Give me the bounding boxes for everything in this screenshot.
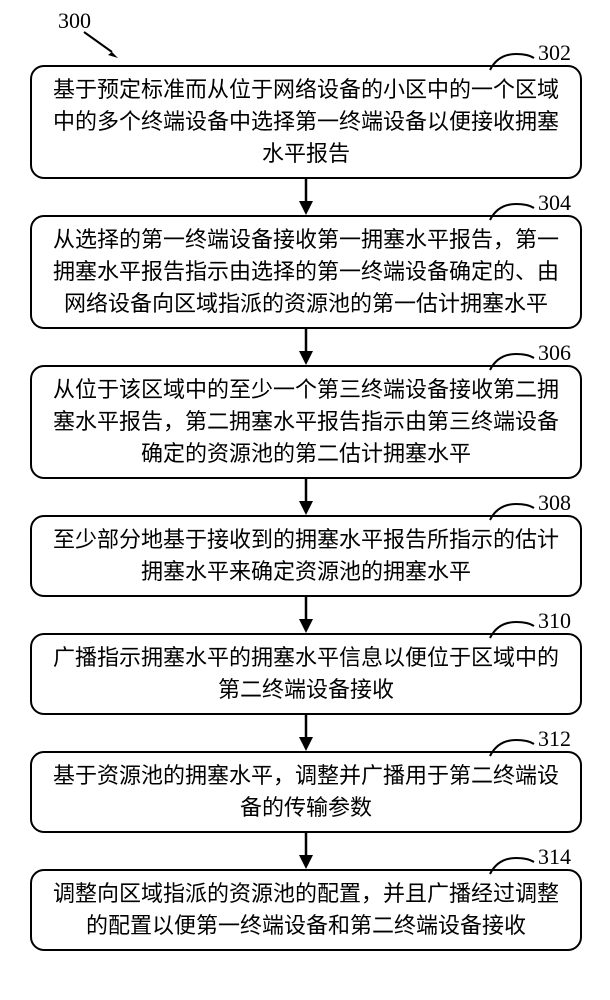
step-box-304: 从选择的第一终端设备接收第一拥塞水平报告，第一拥塞水平报告指示由选择的第一终端设… <box>30 215 582 329</box>
step-bracket-icon <box>488 854 536 876</box>
step-bracket-icon <box>488 618 536 640</box>
step-bracket-icon <box>488 736 536 758</box>
step-label-308: 308 <box>538 490 571 516</box>
step-box-310: 广播指示拥塞水平的拥塞水平信息以便位于区域中的第二终端设备接收 <box>30 633 582 715</box>
step-label-304: 304 <box>538 190 571 216</box>
step-bracket-icon <box>488 200 536 222</box>
flow-arrow-icon <box>296 597 316 633</box>
step-label-310: 310 <box>538 608 571 634</box>
step-box-306: 从位于该区域中的至少一个第三终端设备接收第二拥塞水平报告，第二拥塞水平报告指示由… <box>30 365 582 479</box>
step-label-314: 314 <box>538 844 571 870</box>
step-box-314: 调整向区域指派的资源池的配置，并且广播经过调整的配置以便第一终端设备和第二终端设… <box>30 869 582 951</box>
flow-arrow-icon <box>296 179 316 215</box>
step-bracket-icon <box>488 50 536 72</box>
step-label-306: 306 <box>538 340 571 366</box>
flowchart-canvas: 300 基于预定标准而从位于网络设备的小区中的一个区域中的多个终端设备中选择第一… <box>0 0 610 1000</box>
step-box-302: 基于预定标准而从位于网络设备的小区中的一个区域中的多个终端设备中选择第一终端设备… <box>30 65 582 179</box>
flow-arrow-icon <box>296 833 316 869</box>
step-bracket-icon <box>488 350 536 372</box>
step-box-308: 至少部分地基于接收到的拥塞水平报告所指示的估计拥塞水平来确定资源池的拥塞水平 <box>30 515 582 597</box>
flow-arrow-icon <box>296 329 316 365</box>
figure-callout-arrow-icon <box>78 30 122 60</box>
step-label-312: 312 <box>538 726 571 752</box>
step-bracket-icon <box>488 500 536 522</box>
flow-arrow-icon <box>296 479 316 515</box>
flow-arrow-icon <box>296 715 316 751</box>
step-box-312: 基于资源池的拥塞水平，调整并广播用于第二终端设备的传输参数 <box>30 751 582 833</box>
step-label-302: 302 <box>538 40 571 66</box>
